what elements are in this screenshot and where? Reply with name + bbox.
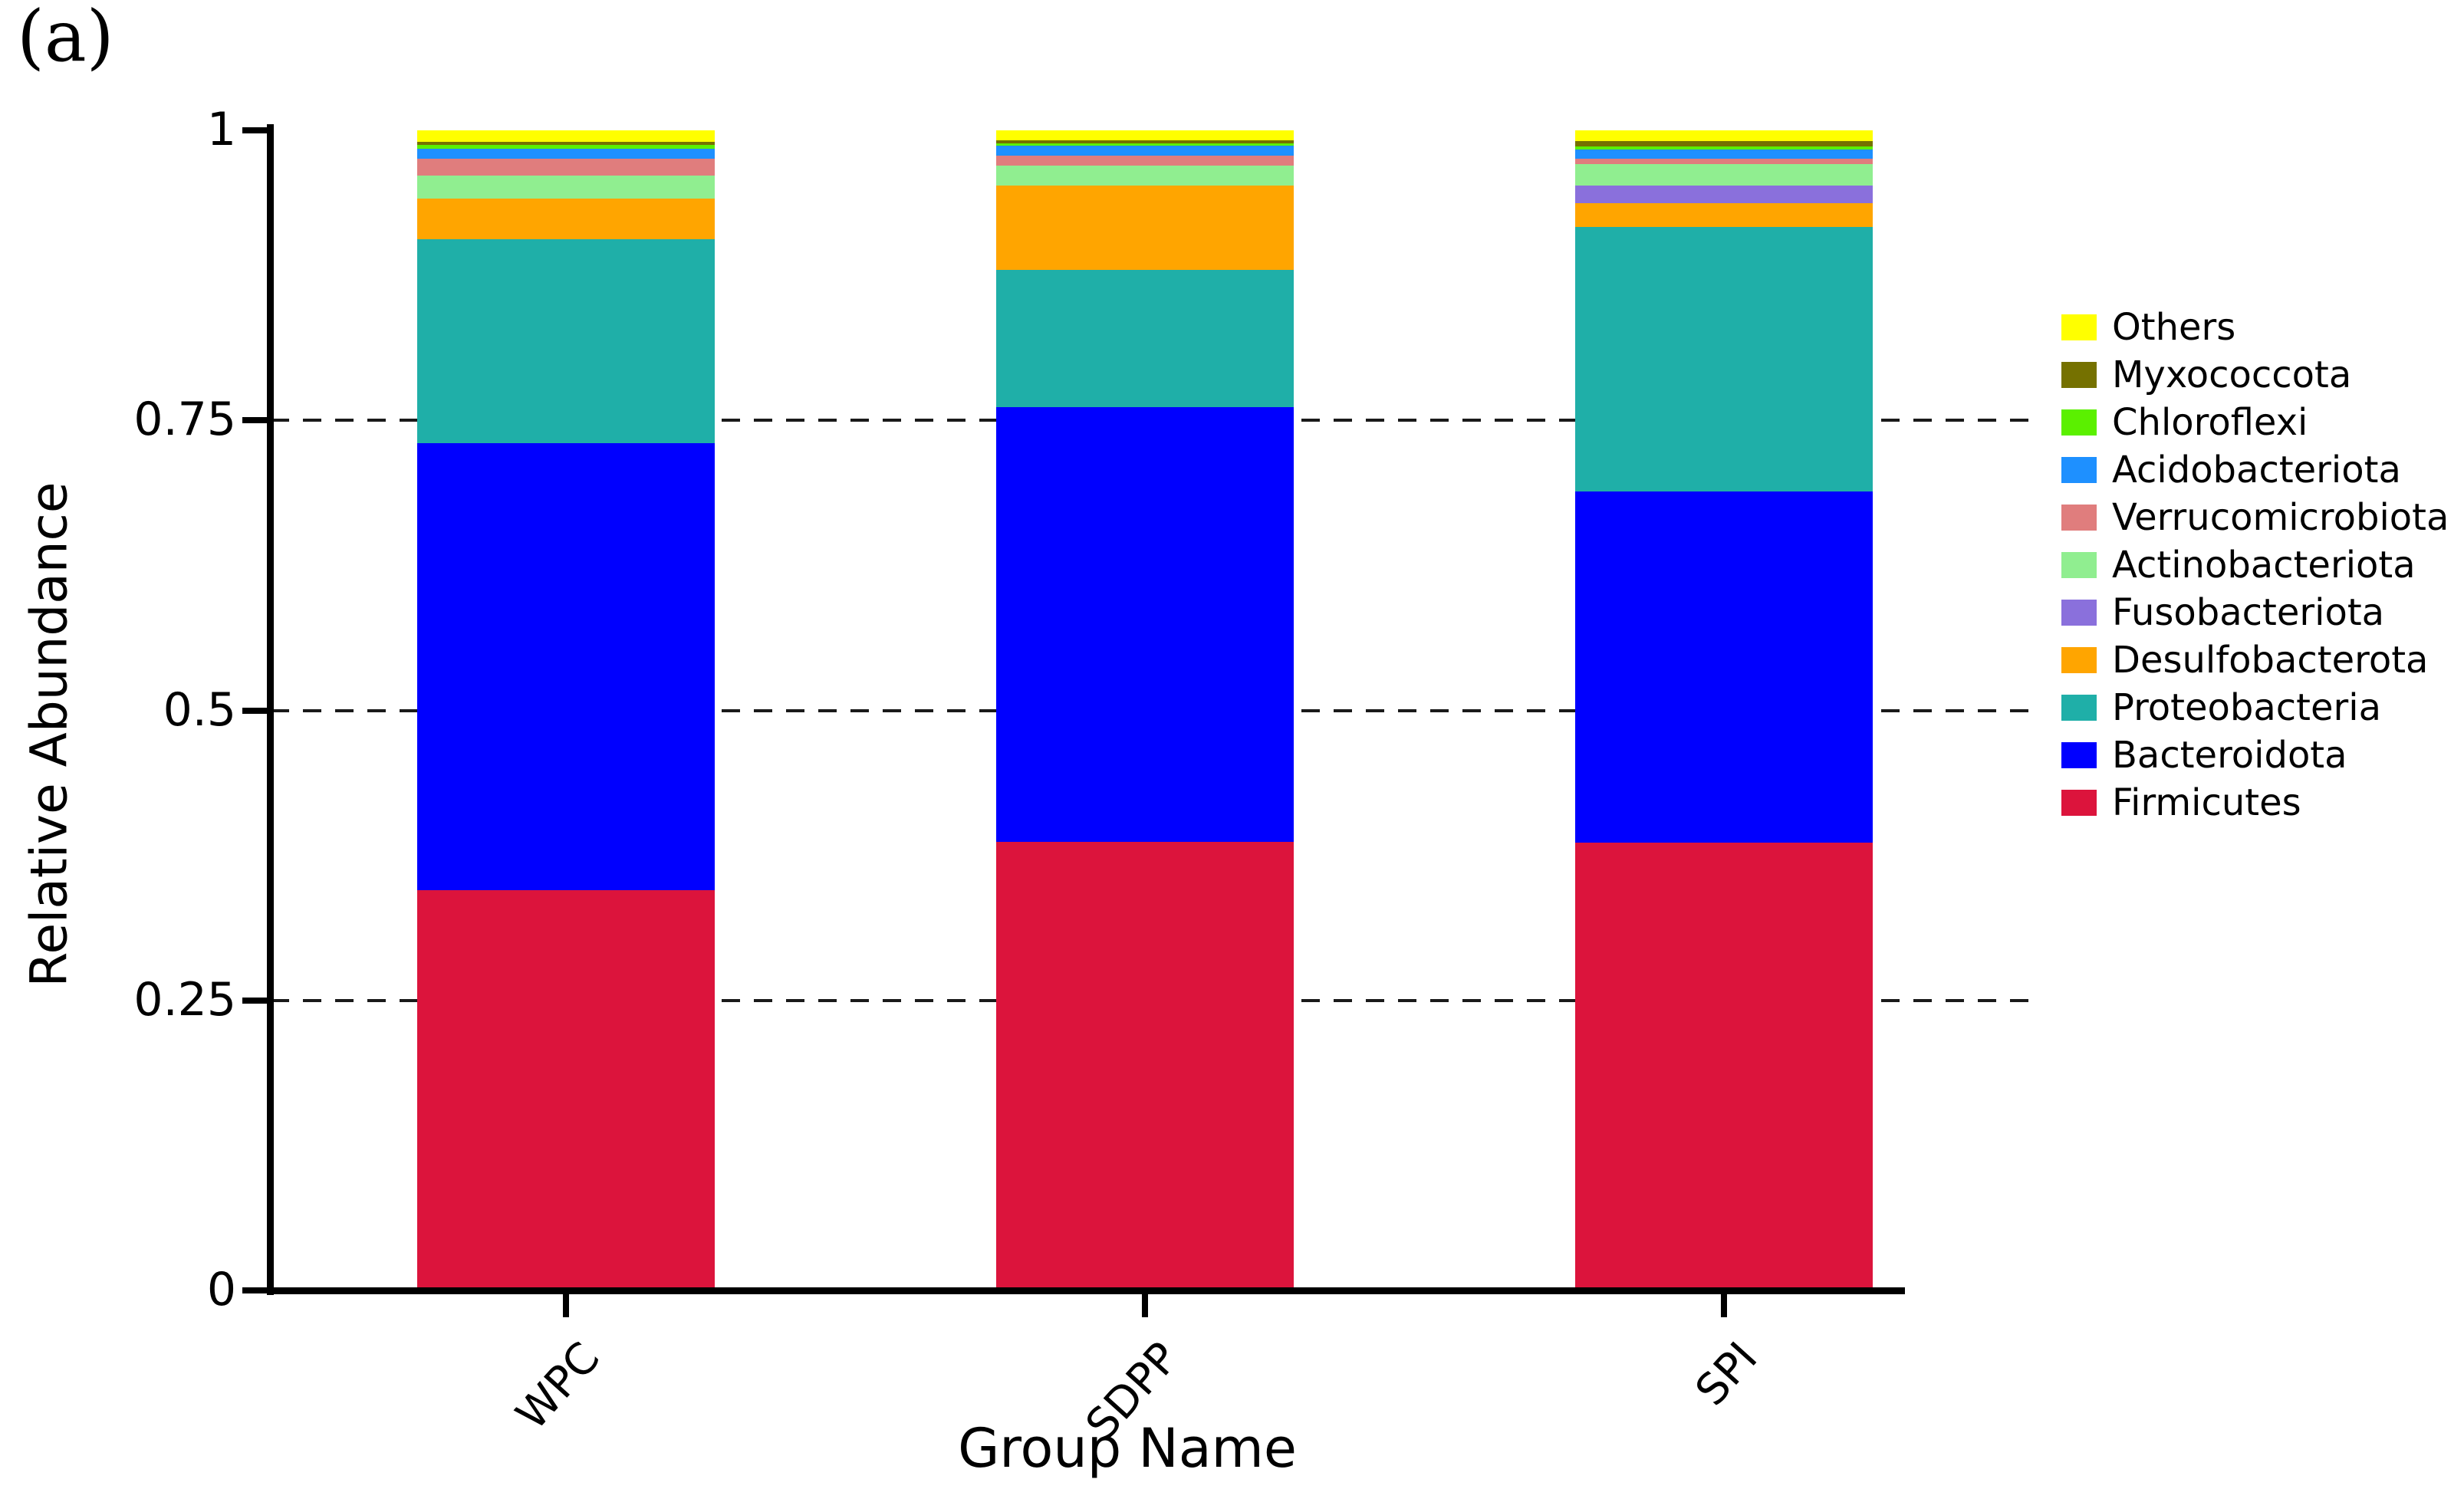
x-tick-SPI bbox=[1721, 1294, 1727, 1317]
panel-label: (a) bbox=[17, 0, 114, 77]
y-tick-0.25 bbox=[242, 997, 268, 1004]
segment-SDPP-chloroflexi bbox=[996, 143, 1294, 146]
segment-WPC-verrucomicrobiota bbox=[417, 159, 715, 176]
segment-SDPP-verrucomicrobiota bbox=[996, 156, 1294, 166]
legend-swatch-verrucomicrobiota bbox=[2061, 505, 2097, 531]
legend-swatch-proteobacteria bbox=[2061, 695, 2097, 721]
legend: Others Myxococcota Chloroflexi Acidobacteri… bbox=[2061, 304, 2449, 827]
y-tick-label-0.5: 0.5 bbox=[163, 682, 236, 737]
segment-SDPP-actinobacteriota bbox=[996, 166, 1294, 186]
segment-WPC-proteobacteria bbox=[417, 239, 715, 444]
legend-label-others: Others bbox=[2112, 306, 2236, 349]
legend-label-verrucomicrobiota: Verrucomicrobiota bbox=[2112, 496, 2449, 539]
y-axis-title: Relative Abundance bbox=[19, 482, 79, 988]
legend-item-proteobacteria: Proteobacteria bbox=[2061, 684, 2449, 731]
segment-SPI-proteobacteria bbox=[1575, 227, 1873, 492]
segment-SDPP-proteobacteria bbox=[996, 270, 1294, 407]
segment-WPC-others bbox=[417, 130, 715, 143]
legend-item-actinobacteriota: Actinobacteriota bbox=[2061, 541, 2449, 589]
segment-SDPP-firmicutes bbox=[996, 842, 1294, 1290]
y-tick-label-0.25: 0.25 bbox=[133, 972, 236, 1027]
segment-WPC-bacteroidota bbox=[417, 443, 715, 890]
x-tick-label-SPI: SPI bbox=[1686, 1333, 1768, 1415]
x-tick-SDPP bbox=[1142, 1294, 1148, 1317]
legend-item-bacteroidota: Bacteroidota bbox=[2061, 731, 2449, 779]
y-tick-label-0.75: 0.75 bbox=[133, 393, 236, 447]
x-tick-label-WPC: WPC bbox=[506, 1333, 610, 1440]
legend-swatch-bacteroidota bbox=[2061, 742, 2097, 768]
x-axis-spine bbox=[267, 1287, 1905, 1294]
legend-item-fusobacteriota: Fusobacteriota bbox=[2061, 589, 2449, 636]
y-tick-1 bbox=[242, 127, 268, 133]
legend-item-others: Others bbox=[2061, 304, 2449, 351]
y-tick-label-0: 0 bbox=[206, 1262, 236, 1316]
legend-item-firmicutes: Firmicutes bbox=[2061, 779, 2449, 827]
legend-item-desulfobacterota: Desulfobacterota bbox=[2061, 636, 2449, 684]
segment-WPC-firmicutes bbox=[417, 889, 715, 1290]
legend-label-bacteroidota: Bacteroidota bbox=[2112, 734, 2347, 777]
segment-SPI-chloroflexi bbox=[1575, 146, 1873, 150]
segment-SPI-actinobacteriota bbox=[1575, 163, 1873, 186]
segment-SDPP-acidobacteriota bbox=[996, 145, 1294, 156]
legend-swatch-myxococcota bbox=[2061, 362, 2097, 388]
segment-SPI-firmicutes bbox=[1575, 842, 1873, 1290]
legend-swatch-actinobacteriota bbox=[2061, 552, 2097, 578]
legend-item-myxococcota: Myxococcota bbox=[2061, 351, 2449, 399]
legend-item-chloroflexi: Chloroflexi bbox=[2061, 399, 2449, 446]
segment-SPI-acidobacteriota bbox=[1575, 149, 1873, 159]
legend-label-acidobacteriota: Acidobacteriota bbox=[2112, 449, 2401, 491]
bar-WPC bbox=[417, 130, 715, 1290]
legend-label-proteobacteria: Proteobacteria bbox=[2112, 686, 2381, 729]
legend-swatch-others bbox=[2061, 314, 2097, 340]
segment-WPC-desulfobacterota bbox=[417, 199, 715, 240]
bar-SDPP bbox=[996, 130, 1294, 1290]
segment-SPI-fusobacteriota bbox=[1575, 185, 1873, 203]
legend-swatch-fusobacteriota bbox=[2061, 600, 2097, 626]
legend-label-actinobacteriota: Actinobacteriota bbox=[2112, 544, 2416, 587]
segment-SPI-myxococcota bbox=[1575, 141, 1873, 147]
y-tick-label-1: 1 bbox=[206, 102, 236, 156]
segment-SPI-verrucomicrobiota bbox=[1575, 159, 1873, 164]
segment-SPI-others bbox=[1575, 130, 1873, 142]
legend-item-verrucomicrobiota: Verrucomicrobiota bbox=[2061, 494, 2449, 541]
segment-SPI-bacteroidota bbox=[1575, 491, 1873, 843]
y-tick-0.5 bbox=[242, 707, 268, 714]
y-axis-spine bbox=[267, 124, 274, 1295]
bar-SPI bbox=[1575, 130, 1873, 1290]
legend-label-fusobacteriota: Fusobacteriota bbox=[2112, 591, 2385, 634]
legend-swatch-desulfobacterota bbox=[2061, 647, 2097, 673]
segment-SDPP-others bbox=[996, 130, 1294, 140]
segment-SDPP-desulfobacterota bbox=[996, 185, 1294, 271]
x-tick-WPC bbox=[563, 1294, 569, 1317]
legend-swatch-acidobacteriota bbox=[2061, 457, 2097, 483]
legend-label-myxococcota: Myxococcota bbox=[2112, 353, 2352, 396]
segment-WPC-acidobacteriota bbox=[417, 149, 715, 159]
segment-SPI-desulfobacterota bbox=[1575, 202, 1873, 228]
legend-swatch-chloroflexi bbox=[2061, 409, 2097, 436]
y-tick-0.75 bbox=[242, 417, 268, 424]
legend-label-desulfobacterota: Desulfobacterota bbox=[2112, 639, 2429, 682]
y-tick-0 bbox=[242, 1287, 268, 1293]
segment-WPC-actinobacteriota bbox=[417, 175, 715, 199]
legend-label-chloroflexi: Chloroflexi bbox=[2112, 401, 2308, 444]
segment-WPC-chloroflexi bbox=[417, 144, 715, 150]
segment-SDPP-bacteroidota bbox=[996, 406, 1294, 843]
x-axis-title: Group Name bbox=[958, 1417, 1297, 1480]
segment-WPC-myxococcota bbox=[417, 142, 715, 145]
legend-item-acidobacteriota: Acidobacteriota bbox=[2061, 446, 2449, 494]
legend-label-firmicutes: Firmicutes bbox=[2112, 781, 2301, 824]
legend-swatch-firmicutes bbox=[2061, 790, 2097, 816]
segment-SDPP-myxococcota bbox=[996, 140, 1294, 143]
